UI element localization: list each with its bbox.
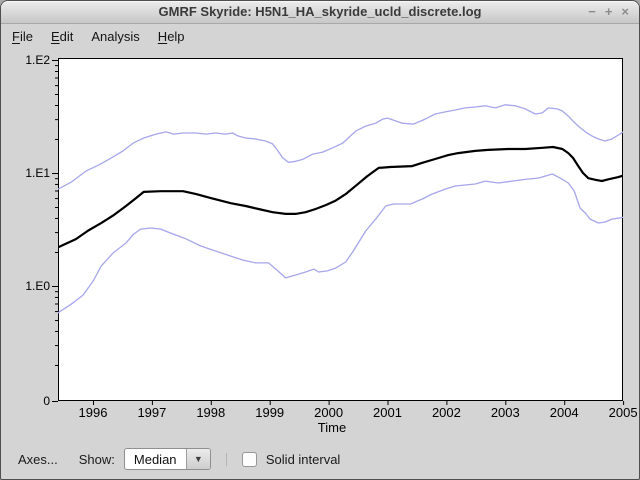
window-controls: − + × — [588, 1, 629, 23]
show-label: Show: — [78, 451, 115, 467]
axes-button[interactable]: Axes... — [18, 451, 58, 467]
y-tick-label: 0 — [43, 394, 50, 408]
y-tick-label: 1.E0 — [25, 279, 50, 293]
chevron-down-icon[interactable]: ▼ — [185, 449, 210, 469]
separator — [225, 452, 227, 466]
y-tick-label: 1.E2 — [25, 53, 50, 67]
close-icon[interactable]: × — [621, 4, 629, 19]
x-tick-label: 1997 — [137, 405, 166, 420]
menu-analysis[interactable]: Analysis — [91, 28, 140, 44]
x-tick-label: 2004 — [550, 405, 579, 420]
menu-edit[interactable]: Edit — [50, 28, 74, 44]
skyride-plot-panel: 1.E2 1.E1 1.E0 0 1996 1997 1998 1999 2000 2001 200… — [1, 47, 639, 439]
minimize-icon[interactable]: − — [588, 4, 596, 19]
x-axis-title: Time — [318, 420, 346, 435]
plot-controls-bar: Axes... Show: Median ▼ Solid interval — [1, 444, 639, 474]
upper_interval-line — [58, 104, 623, 190]
maximize-icon[interactable]: + — [604, 4, 613, 19]
show-dropdown[interactable]: Median ▼ — [123, 448, 211, 470]
menubar: File Edit Analysis Help — [1, 24, 639, 48]
x-tick-label: 2005 — [609, 405, 638, 420]
menu-file[interactable]: File — [12, 28, 33, 44]
solid-interval-label: Solid interval — [265, 451, 341, 467]
show-dropdown-value: Median — [133, 452, 177, 467]
x-tick-label: 2001 — [373, 405, 402, 420]
x-tick-label: 1999 — [255, 405, 284, 420]
plot-area — [58, 58, 623, 401]
x-tick-label: 1998 — [196, 405, 225, 420]
lower_interval-line — [58, 173, 623, 314]
menu-help[interactable]: Help — [157, 28, 185, 44]
x-tick-label: 1996 — [79, 405, 108, 420]
titlebar[interactable]: GMRF Skyride: H5N1_HA_skyride_ucld_discr… — [1, 1, 639, 24]
window-title: GMRF Skyride: H5N1_HA_skyride_ucld_discr… — [158, 4, 482, 19]
skyride-chart: 1.E2 1.E1 1.E0 0 1996 1997 1998 1999 2000 2001 200… — [25, 53, 638, 435]
y-tick-label: 1.E1 — [25, 166, 50, 180]
solid-interval-checkbox[interactable] — [241, 451, 257, 467]
median-line — [58, 145, 623, 249]
x-tick-label: 2003 — [491, 405, 520, 420]
x-tick-label: 2000 — [314, 405, 343, 420]
x-tick-label: 2002 — [432, 405, 461, 420]
